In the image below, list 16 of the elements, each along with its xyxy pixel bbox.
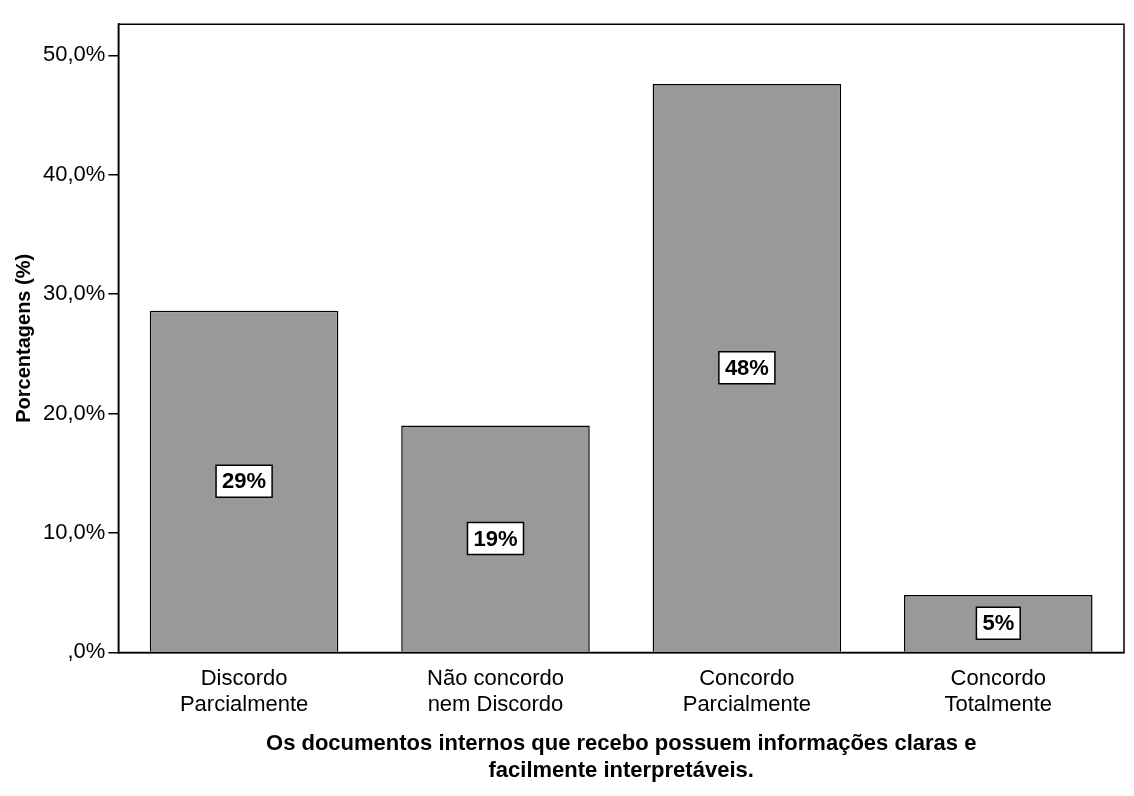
y-tick-label: ,0% xyxy=(67,638,106,664)
data-label: 19% xyxy=(473,525,518,551)
data-label: 5% xyxy=(982,610,1015,636)
y-tick-label: 40,0% xyxy=(42,160,106,186)
data-label: 48% xyxy=(724,354,769,380)
y-tick-label: 50,0% xyxy=(42,41,106,67)
x-tick-label: Concordo Parcialmente xyxy=(682,664,812,717)
x-tick-label: Discordo Parcialmente xyxy=(179,664,309,717)
y-tick-label: 30,0% xyxy=(42,280,106,306)
data-label: 29% xyxy=(222,468,267,494)
x-tick-label: Não concordo nem Discordo xyxy=(427,664,564,717)
x-tick-label: Concordo Totalmente xyxy=(944,664,1053,717)
y-tick-label: 20,0% xyxy=(42,399,106,425)
y-axis-title: Porcentagens (%) xyxy=(11,253,34,423)
x-axis-title: Os documentos internos que recebo possuem informações claras e facilmente interpretáveis. xyxy=(266,730,977,782)
y-tick-label: 10,0% xyxy=(42,519,106,545)
